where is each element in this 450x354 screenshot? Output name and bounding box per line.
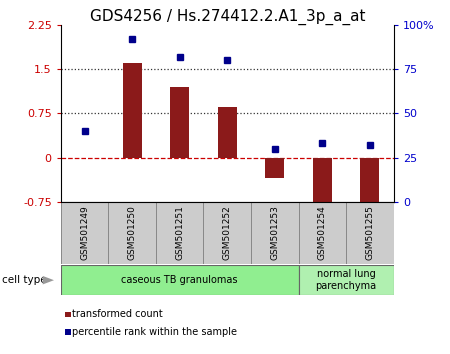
Bar [61,202,108,264]
Bar [299,202,346,264]
Bar [266,158,284,178]
Text: caseous TB granulomas: caseous TB granulomas [122,275,238,285]
Text: normal lung
parenchyma: normal lung parenchyma [315,269,377,291]
Bar [299,265,394,295]
Bar [61,265,299,295]
Title: GDS4256 / Hs.274412.2.A1_3p_a_at: GDS4256 / Hs.274412.2.A1_3p_a_at [90,8,365,25]
Text: GSM501252: GSM501252 [223,206,232,260]
Bar [218,107,237,158]
Text: GSM501254: GSM501254 [318,206,327,260]
Bar [108,202,156,264]
Bar [203,202,251,264]
Bar [122,63,142,158]
Text: percentile rank within the sample: percentile rank within the sample [72,327,237,337]
Bar [360,158,379,202]
Bar [251,202,299,264]
Text: GSM501255: GSM501255 [365,206,374,261]
Bar [313,158,332,208]
Text: cell type: cell type [2,275,47,285]
Text: GSM501251: GSM501251 [175,206,184,261]
Bar [346,202,394,264]
Text: GSM501253: GSM501253 [270,206,279,261]
Text: GSM501250: GSM501250 [128,206,137,261]
Text: GSM501249: GSM501249 [80,206,89,260]
Bar [156,202,203,264]
Bar [170,87,189,158]
Text: transformed count: transformed count [72,309,162,319]
